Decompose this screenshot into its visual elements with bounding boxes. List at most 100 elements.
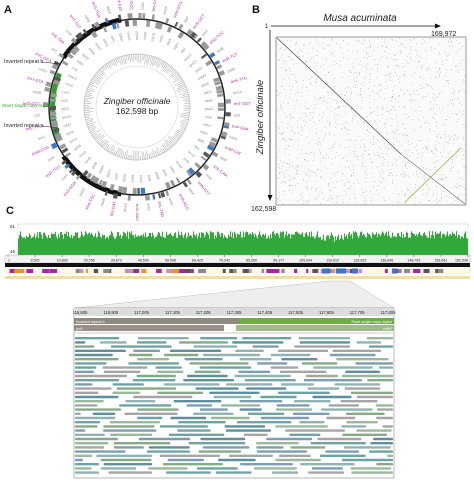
gene-label: rps7 <box>62 90 70 95</box>
dot-plot-point <box>396 160 398 162</box>
gene-block <box>214 80 221 86</box>
dot-plot-point <box>370 47 371 49</box>
dot-plot-point <box>404 164 406 165</box>
dot-plot-point <box>455 81 457 82</box>
dot-plot-point <box>282 203 283 205</box>
gc-bar <box>90 130 96 134</box>
coverage-bar <box>249 234 251 255</box>
coverage-bar <box>350 235 352 255</box>
dot-plot-point <box>367 53 369 55</box>
dot-plot-point <box>324 167 326 169</box>
coverage-bar <box>133 234 135 255</box>
gene-label: psaA <box>205 107 214 111</box>
aligned-read <box>112 383 144 386</box>
dot-plot-point <box>329 134 331 136</box>
gene-label: rpl32 <box>81 53 90 61</box>
dot-plot-point <box>412 90 414 91</box>
dot-plot-point <box>306 174 307 176</box>
coverage-bar <box>424 232 426 255</box>
dot-plot-point <box>406 167 408 169</box>
gc-bar <box>177 88 187 93</box>
coverage-bar <box>229 236 231 255</box>
dot-plot-point <box>361 97 363 98</box>
coverage-bar <box>421 235 423 255</box>
dot-plot-point <box>411 143 413 144</box>
dot-plot-point <box>376 166 378 168</box>
aligned-read <box>200 437 246 441</box>
dot-plot-point <box>383 165 385 167</box>
dot-plot-point <box>432 153 434 154</box>
coverage-bar <box>332 234 334 255</box>
dot-plot-point <box>329 50 331 52</box>
coverage-bar <box>153 235 155 255</box>
coverage-bar <box>336 240 338 255</box>
dot-plot-point <box>329 195 331 196</box>
dot-plot-point <box>403 124 405 125</box>
aligned-read <box>148 446 190 449</box>
dot-plot-point <box>348 166 349 168</box>
gc-bar <box>182 119 189 122</box>
dot-plot-point <box>278 191 280 193</box>
dot-plot-point <box>440 71 441 73</box>
dot-plot-point <box>336 43 338 44</box>
coverage-bar <box>57 238 59 255</box>
dot-plot-point <box>292 161 293 163</box>
dot-plot-point <box>315 39 316 41</box>
coverage-bar <box>239 234 241 255</box>
dot-plot-point <box>280 92 282 94</box>
zoom-ruler-bar <box>74 308 394 316</box>
dot-plot-point <box>342 105 344 107</box>
dot-plot-point <box>362 157 363 159</box>
dot-plot-point <box>356 178 358 180</box>
coverage-bar <box>378 233 380 255</box>
annotation-feature <box>392 268 397 274</box>
gene-block <box>50 93 58 98</box>
dot-plot-point <box>389 109 391 111</box>
dot-plot-point <box>327 168 328 170</box>
dot-plot-point <box>420 106 421 107</box>
dot-plot-point <box>409 98 411 100</box>
dot-plot-point <box>407 189 408 191</box>
dot-plot-point <box>377 115 379 116</box>
dot-plot-point <box>391 98 393 99</box>
aligned-read <box>159 425 208 428</box>
dot-plot-point <box>442 178 443 180</box>
dot-plot-point <box>279 48 281 50</box>
gene-label: ccsA <box>65 28 74 37</box>
dot-plot-point <box>441 197 443 199</box>
dot-plot-point <box>442 184 444 185</box>
dot-plot-point <box>457 71 459 73</box>
annotation-feature <box>343 269 350 273</box>
dot-plot-point <box>394 85 396 87</box>
dot-plot-point <box>297 62 298 64</box>
dot-plot-point <box>284 112 286 113</box>
dot-plot-point <box>340 128 342 129</box>
dot-plot-point <box>341 172 343 174</box>
dot-plot-point <box>386 46 388 48</box>
dot-plot-point <box>283 138 284 140</box>
gene-label: rps11 <box>78 150 87 159</box>
gene-label: trnT-TGT <box>69 14 83 31</box>
gc-bar <box>90 81 94 85</box>
dot-plot-point <box>338 155 340 157</box>
dot-plot-point <box>321 192 323 194</box>
dot-plot-point <box>353 182 355 184</box>
dot-plot-diagonal <box>400 153 466 205</box>
dot-plot-point <box>282 162 283 164</box>
dot-plot-point <box>422 152 423 154</box>
coverage-bar <box>165 237 167 255</box>
gc-bar <box>169 71 177 78</box>
dot-plot-point <box>285 148 287 150</box>
gc-bar <box>101 140 108 147</box>
dot-plot-point <box>363 39 365 41</box>
dot-plot-point <box>374 120 376 122</box>
dot-plot-point <box>277 178 279 179</box>
dot-plot-point <box>436 77 437 79</box>
dot-plot-point <box>374 85 375 87</box>
dot-plot-point <box>360 64 362 66</box>
dot-plot-point <box>383 197 385 199</box>
dot-plot-point <box>291 139 292 141</box>
dot-plot-point <box>309 153 310 155</box>
aligned-read <box>281 383 314 386</box>
annotation-feature <box>130 269 138 273</box>
